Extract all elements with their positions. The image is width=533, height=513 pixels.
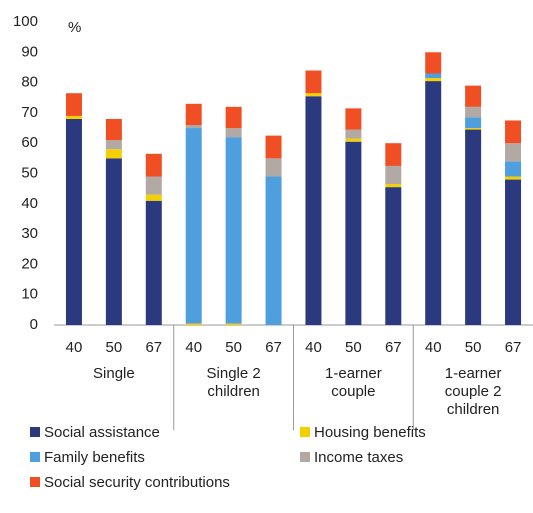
x-tick-label: 67 — [265, 339, 282, 356]
bar-segment — [65, 118, 82, 326]
bar-segment — [465, 129, 482, 325]
y-tick-label: 50 — [21, 164, 38, 181]
x-tick-label: 50 — [106, 339, 123, 356]
x-tick-label: 50 — [465, 339, 482, 356]
x-tick-label: 50 — [345, 339, 362, 356]
bar-segment — [305, 93, 322, 97]
x-tick-label: 40 — [66, 339, 83, 356]
legend-label: Social security contributions — [44, 474, 230, 491]
bar-segment — [505, 120, 522, 144]
y-tick-label: 0 — [30, 316, 38, 333]
legend-label: Income taxes — [314, 449, 403, 466]
bar-segment — [505, 179, 522, 325]
group-label: Single — [93, 365, 135, 382]
bar-segment — [65, 93, 82, 116]
bar-segment — [185, 323, 202, 325]
bar-segment — [225, 323, 242, 325]
y-axis-unit: % — [68, 19, 81, 36]
bar-segment — [505, 143, 522, 162]
bar-segment — [105, 158, 122, 325]
legend-swatch — [300, 452, 310, 462]
bar-segment — [425, 81, 442, 326]
bar-segment — [425, 52, 442, 74]
x-tick-label: 40 — [305, 339, 322, 356]
x-tick-label: 40 — [425, 339, 442, 356]
bar-segment — [465, 128, 482, 130]
legend-swatch — [30, 452, 40, 462]
legend-label: Family benefits — [44, 449, 145, 466]
bar-segment — [225, 137, 242, 324]
bar-segment — [185, 103, 202, 126]
bar-segment — [465, 106, 482, 118]
bar-segment — [385, 143, 402, 166]
bar-segment — [225, 128, 242, 138]
y-tick-label: 20 — [21, 255, 38, 272]
y-tick-label: 80 — [21, 74, 38, 91]
bar-segment — [505, 161, 522, 177]
bar-segment — [145, 194, 162, 201]
y-tick-label: 10 — [21, 286, 38, 303]
bar-segment — [345, 141, 362, 325]
bar-segment — [265, 176, 282, 325]
x-tick-label: 40 — [185, 339, 202, 356]
legend-swatch — [30, 427, 40, 437]
bar-segment — [105, 118, 122, 141]
bar-segment — [65, 115, 82, 119]
legend-swatch — [300, 427, 310, 437]
bar-segment — [425, 73, 442, 79]
x-tick-label: 67 — [385, 339, 402, 356]
group-label: Single 2 children — [206, 365, 261, 400]
bar-segment — [305, 70, 322, 94]
group-label: 1-earner couple — [325, 365, 382, 400]
y-tick-label: 40 — [21, 195, 38, 212]
legend-label: Social assistance — [44, 424, 160, 441]
bar-segment — [345, 129, 362, 139]
bar-segment — [225, 106, 242, 129]
bar-segment — [185, 128, 202, 324]
bar-segment — [345, 108, 362, 130]
bar-segment — [385, 165, 402, 185]
group-label: 1-earner couple 2 children — [444, 365, 502, 418]
bar-segment — [385, 184, 402, 188]
bar-segment — [465, 117, 482, 129]
bar-segment — [265, 135, 282, 159]
bar-segment — [425, 78, 442, 82]
y-tick-label: 60 — [21, 134, 38, 151]
bar-segment — [345, 138, 362, 142]
bar-segment — [385, 187, 402, 325]
bar-segment — [105, 149, 122, 159]
bar-segment — [105, 140, 122, 150]
bar-segment — [185, 125, 202, 129]
bar-segment — [265, 158, 282, 177]
bar-segment — [145, 200, 162, 325]
y-tick-label: 30 — [21, 225, 38, 242]
y-tick-label: 70 — [21, 104, 38, 121]
y-tick-label: 100 — [13, 13, 38, 30]
bar-segment — [145, 176, 162, 195]
legend-label: Housing benefits — [314, 424, 426, 441]
y-tick-label: 90 — [21, 43, 38, 60]
x-tick-label: 67 — [505, 339, 522, 356]
bar-segment — [145, 153, 162, 177]
bar-segment — [465, 85, 482, 107]
x-tick-label: 67 — [145, 339, 162, 356]
legend-swatch — [30, 477, 40, 487]
bar-segment — [505, 176, 522, 180]
bar-segment — [305, 96, 322, 325]
x-tick-label: 50 — [225, 339, 242, 356]
